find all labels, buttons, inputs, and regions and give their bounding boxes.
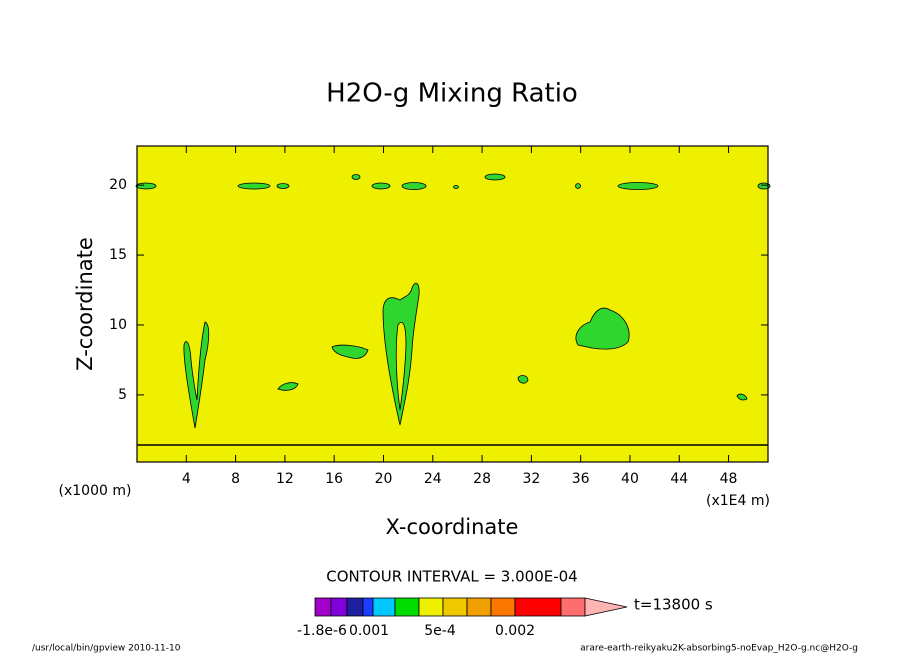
x-tick-label: 24 [424,471,442,487]
contours [135,173,771,429]
x-tick-label: 40 [621,471,639,487]
colorbar-label: 0.002 [495,623,535,639]
x-tick-label: 12 [276,471,294,487]
chart-title: H2O-g Mixing Ratio [326,79,578,109]
colorbar-cell [490,597,516,617]
x-unit-label: (x1E4 m) [706,493,770,509]
contour-region [277,382,299,391]
contour-region [453,185,459,189]
y-tick-label: 20 [109,177,127,193]
colorbar-cell [418,597,444,617]
colorbar-label: -1.8e-6 [297,623,347,639]
colorbar-arrow [584,597,628,617]
y-tick-label: 15 [109,247,127,263]
colorbar-cell [442,597,468,617]
x-tick-label: 20 [375,471,393,487]
contour-region [135,182,157,190]
contour-region [517,375,529,384]
contour-region [401,182,427,190]
colorbar-cell [466,597,492,617]
colorbar-cell [514,597,562,617]
contour-region [617,182,659,190]
contour-region [575,183,581,189]
colorbar-cell [346,597,364,617]
x-tick-label: 28 [473,471,491,487]
colorbar-cell [362,597,374,617]
x-unit-label: (x1000 m) [59,483,132,499]
contour-region [575,307,630,350]
colorbar-cell [560,597,586,617]
contour-region [484,173,506,181]
x-tick-label: 4 [182,471,191,487]
colorbar-cell [314,597,332,617]
footer-left: /usr/local/bin/gpview 2010-11-10 [32,644,181,654]
contour-hole [395,321,407,411]
y-axis-label: Z-coordinate [73,237,97,371]
contour-region [736,393,748,401]
x-tick-label: 16 [325,471,343,487]
contour-region [331,344,369,359]
x-tick-label: 44 [670,471,688,487]
x-tick-label: 36 [572,471,590,487]
contour-region [276,183,290,189]
colorbar-cell [372,597,396,617]
colorbar: -1.8e-6 0.001 5e-4 0.002 [297,597,628,639]
colorbar-cell [330,597,348,617]
footer-right: arare-earth-reikyaku2K-absorbing5-noEvap… [580,644,858,654]
contour-region [183,321,210,429]
y-tick-label: 5 [118,387,127,403]
x-tick-label: 48 [720,471,738,487]
colorbar-label: 5e-4 [424,623,456,639]
x-axis-label: X-coordinate [386,515,519,539]
contour-interval: CONTOUR INTERVAL = 3.000E-04 [326,568,577,586]
contour-region [371,182,391,190]
contour-region [757,182,771,190]
y-tick-label: 10 [109,317,127,333]
plot-frame [136,145,769,463]
colorbar-cell [394,597,420,617]
x-tick-label: 32 [522,471,540,487]
time-label: t=13800 s [634,596,713,614]
contour-region [351,174,361,180]
colorbar-label: 0.001 [349,623,389,639]
contour-region [237,182,271,190]
plot-background [137,146,768,462]
x-tick-label: 8 [231,471,240,487]
